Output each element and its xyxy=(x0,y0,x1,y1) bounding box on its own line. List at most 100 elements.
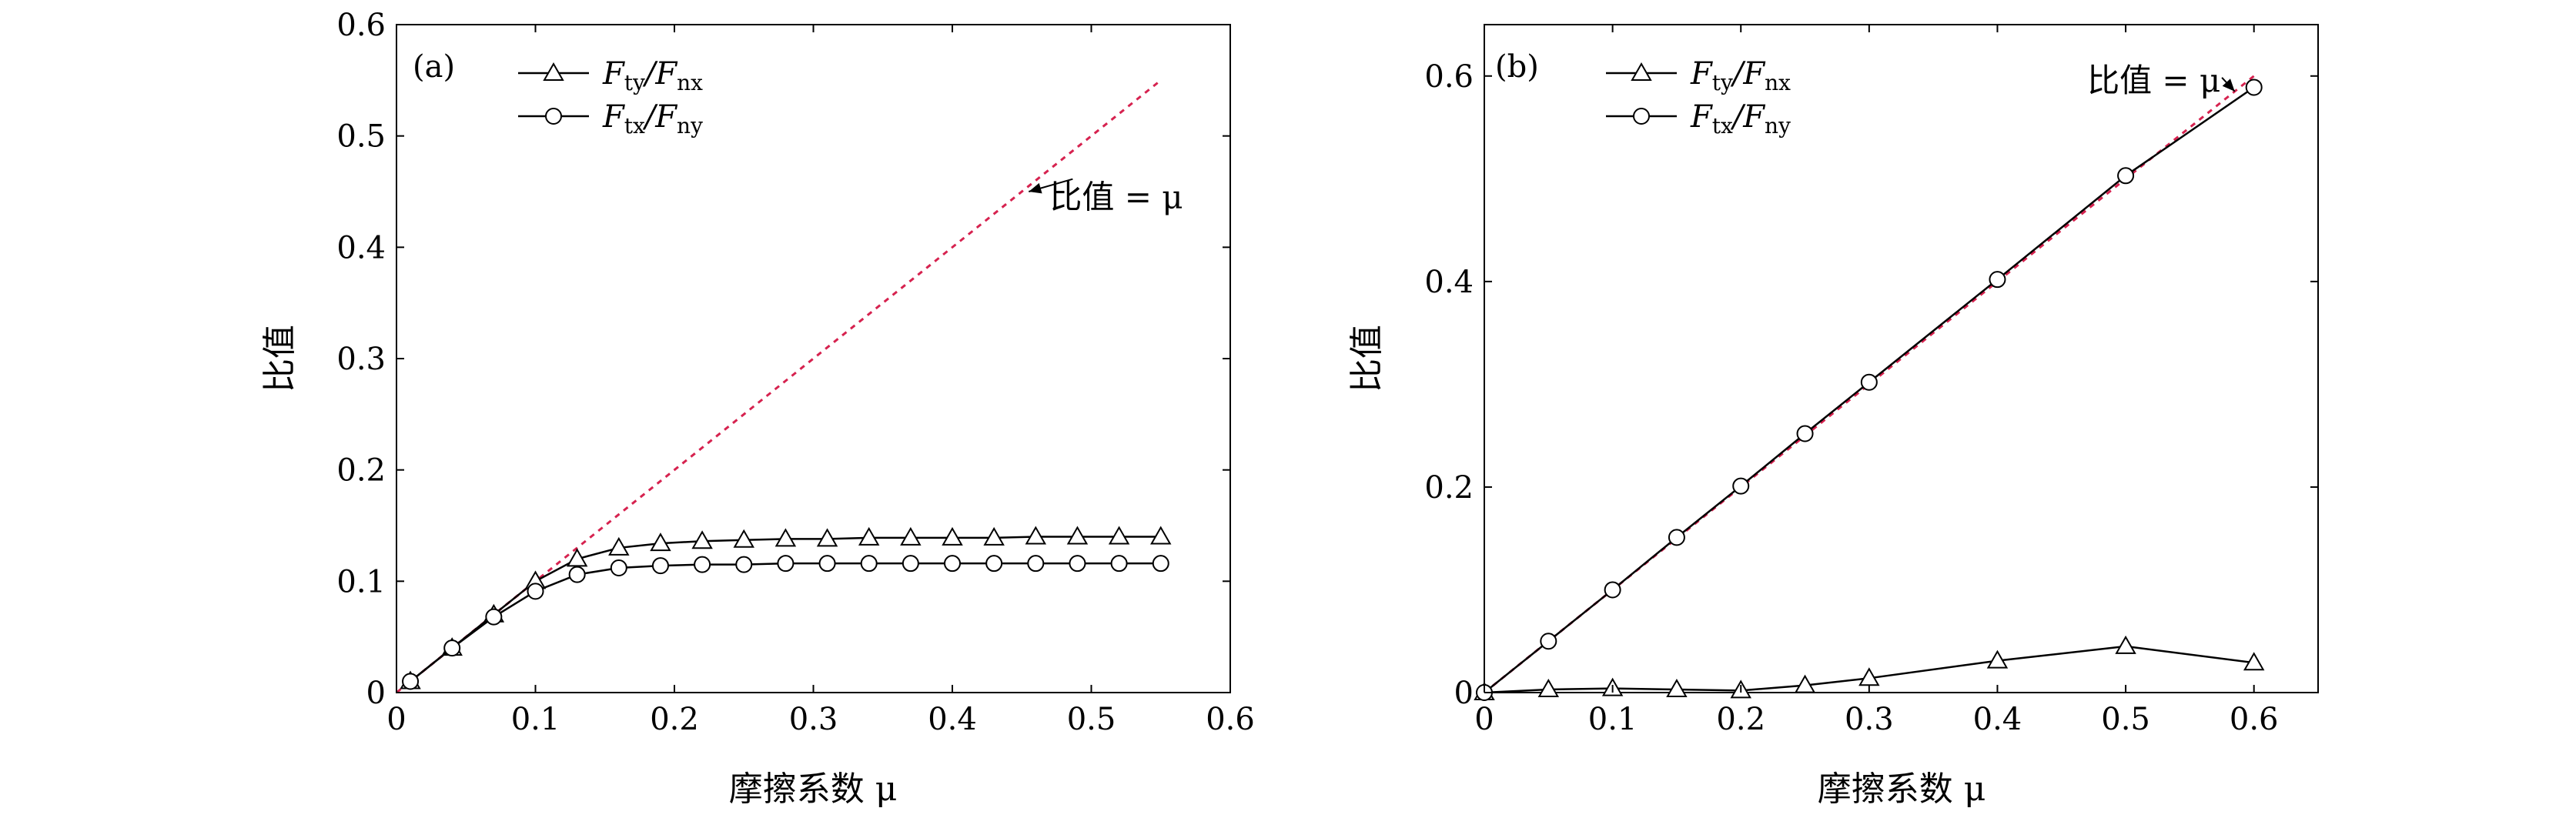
data-point-circle xyxy=(1668,529,1685,546)
data-point-circle xyxy=(527,583,544,600)
data-point-circle xyxy=(694,556,711,573)
x-tick-label: 0.4 xyxy=(928,702,977,737)
data-point-circle xyxy=(818,555,836,573)
y-tick-label: 0.6 xyxy=(1424,59,1474,95)
plot-area-frame xyxy=(1484,24,2319,693)
legend-marker-circle xyxy=(545,108,562,125)
data-point-triangle xyxy=(774,528,797,547)
data-point-circle xyxy=(1110,555,1128,573)
panel-label: (a) xyxy=(413,49,455,85)
annotation: 比值 = μ xyxy=(1029,179,1183,216)
data-point-triangle xyxy=(942,526,963,546)
y-axis-label: 比值 xyxy=(260,325,299,392)
data-point-circle xyxy=(485,608,503,626)
y-tick-label: 0 xyxy=(366,676,386,711)
data-point-triangle xyxy=(2115,635,2136,654)
data-point-circle xyxy=(1027,555,1045,573)
series-line-1 xyxy=(1484,86,2255,693)
data-point-circle xyxy=(2245,78,2263,96)
data-point-circle xyxy=(651,557,669,575)
x-tick-label: 0.1 xyxy=(511,702,560,737)
series-line-1 xyxy=(410,562,1161,683)
x-tick-label: 0 xyxy=(1474,702,1494,737)
y-tick-label: 0.1 xyxy=(336,564,386,599)
data-point-triangle xyxy=(2243,652,2265,671)
data-point-circle xyxy=(1989,271,2006,289)
annotation-text: 比值 = μ xyxy=(2087,62,2220,99)
y-tick-label: 0.4 xyxy=(1424,265,1474,300)
data-point-triangle xyxy=(1794,674,1816,693)
chart-panel-b: 0 0.1 0.2 0.3 0.4 0.5 0.6 0 0.2 0.4 0.6 (b) Fty/Fn… xyxy=(1347,24,2319,809)
y-axis-label: 比值 xyxy=(1347,325,1387,392)
legend-marker-triangle xyxy=(1631,62,1652,81)
data-point-circle xyxy=(1732,477,1750,495)
data-point-triangle xyxy=(733,529,754,548)
x-tick-label: 0.1 xyxy=(1588,702,1638,737)
data-point-circle xyxy=(568,566,586,583)
x-tick-label: 0.3 xyxy=(1845,702,1894,737)
series-line-0 xyxy=(1484,645,2254,694)
y-tick-label: 0 xyxy=(1454,676,1474,711)
data-point-circle xyxy=(985,555,1003,573)
data-point-circle xyxy=(1796,425,1814,442)
data-point-triangle xyxy=(900,526,922,546)
data-point-circle xyxy=(777,555,795,573)
legend: Fty/Fnx Ftx/Fny xyxy=(1606,56,1791,139)
data-point-triangle xyxy=(816,528,838,547)
x-axis-label: 摩擦系数 μ xyxy=(729,770,898,809)
data-point-triangle xyxy=(1025,526,1047,545)
data-point-circle xyxy=(944,555,961,573)
x-axis-label: 摩擦系数 μ xyxy=(1818,770,1986,809)
legend-entry: Fty/Fnx xyxy=(602,56,703,95)
data-point-triangle xyxy=(1066,526,1089,545)
annotation-arrowhead xyxy=(1029,182,1042,194)
data-point-circle xyxy=(860,555,878,573)
data-point-triangle xyxy=(983,526,1005,546)
data-point-triangle xyxy=(1108,526,1130,545)
x-tick-label: 0.3 xyxy=(789,702,838,737)
legend-marker-triangle xyxy=(543,62,564,81)
x-tick-label: 0.2 xyxy=(650,702,699,737)
y-tick-label: 0.5 xyxy=(336,119,386,155)
chart-panel-a: 0 0.1 0.2 0.3 0.4 0.5 0.6 0 0.1 0.2 0.3 0.4 0.5 0.6 (… xyxy=(260,8,1255,809)
data-point-circle xyxy=(735,556,753,573)
data-point-triangle xyxy=(1666,678,1688,697)
data-point-triangle xyxy=(1986,649,2009,669)
x-tick-label: 0.2 xyxy=(1716,702,1765,737)
data-point-circle xyxy=(2117,167,2135,185)
annotation-text: 比值 = μ xyxy=(1049,179,1183,216)
data-point-triangle xyxy=(691,530,713,549)
y-tick-label: 0.2 xyxy=(1424,470,1474,506)
x-tick-label: 0.6 xyxy=(2230,702,2279,737)
y-tick-label: 0.2 xyxy=(336,453,386,489)
x-tick-label: 0.5 xyxy=(2101,702,2150,737)
data-point-triangle xyxy=(608,536,630,556)
y-tick-label: 0.3 xyxy=(336,342,386,377)
data-point-circle xyxy=(1540,633,1557,650)
x-tick-label: 0.4 xyxy=(1973,702,2022,737)
x-tick-label: 0.6 xyxy=(1206,702,1255,737)
legend-entry: Fty/Fnx xyxy=(1690,56,1791,95)
data-point-triangle xyxy=(1537,678,1560,697)
data-point-circle xyxy=(1069,555,1086,573)
data-point-triangle xyxy=(650,533,671,552)
y-tick-label: 0.4 xyxy=(336,230,386,265)
data-point-triangle xyxy=(1150,526,1172,545)
data-point-circle xyxy=(610,559,627,576)
data-point-circle xyxy=(402,673,420,690)
x-tick-label: 0 xyxy=(386,702,406,737)
data-point-circle xyxy=(443,639,461,657)
annotation: 比值 = μ xyxy=(2087,62,2236,99)
x-tick-label: 0.5 xyxy=(1067,702,1116,737)
panel-label: (b) xyxy=(1495,49,1539,85)
y-tick-label: 0.6 xyxy=(336,8,386,43)
data-point-triangle xyxy=(858,526,880,546)
data-point-circle xyxy=(902,555,919,573)
legend-entry: Ftx/Fny xyxy=(1690,99,1791,139)
data-point-triangle xyxy=(566,548,588,567)
legend-marker-circle xyxy=(1633,108,1650,125)
annotation-arrowhead xyxy=(2222,78,2235,92)
legend-entry: Ftx/Fny xyxy=(602,99,703,139)
data-point-circle xyxy=(1152,555,1169,573)
